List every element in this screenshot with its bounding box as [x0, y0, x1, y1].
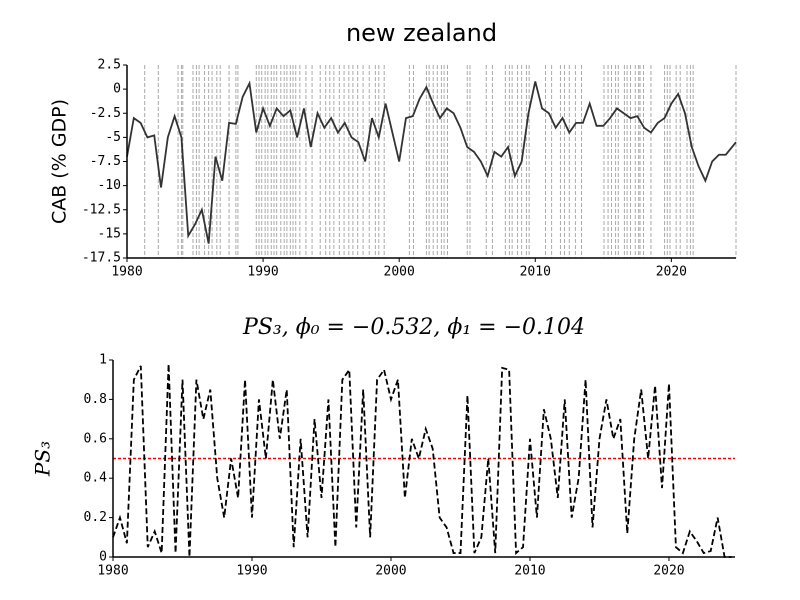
y-tick-label: -17.5 [82, 251, 121, 266]
x-tick-label: 1990 [236, 564, 267, 579]
y-tick-label: 1 [99, 353, 107, 368]
y-tick-label: 0.2 [84, 510, 107, 525]
y-tick-label: -7.5 [90, 154, 121, 169]
x-tick-label: 2020 [656, 265, 687, 280]
y-tick-label: -12.5 [82, 202, 121, 217]
y-tick-label: -15 [98, 226, 121, 241]
x-tick-label: 2010 [514, 564, 545, 579]
x-tick-label: 2000 [375, 564, 406, 579]
y-tick-label: 0 [99, 550, 107, 565]
y-axis-label: CAB (% GDP) [49, 99, 71, 224]
x-tick-label: 2000 [384, 265, 415, 280]
y-tick-label: -10 [98, 178, 121, 193]
chart-title: PS₃, ϕ₀ = −0.532, ϕ₁ = −0.104 [242, 315, 585, 340]
x-tick-label: 1980 [111, 265, 142, 280]
x-tick-label: 1990 [247, 265, 278, 280]
x-tick-label: 2010 [520, 265, 551, 280]
y-tick-label: 0.8 [84, 392, 107, 407]
data-line [126, 80, 737, 244]
y-tick-label: -2.5 [90, 106, 121, 121]
y-tick-label: 0.4 [84, 471, 108, 486]
y-axis-label: PS₃ [31, 441, 55, 477]
data-line [112, 363, 732, 558]
x-tick-label: 2020 [653, 564, 684, 579]
y-tick-label: 0 [113, 82, 121, 97]
chart-title: new zealand [346, 19, 497, 47]
y-tick-label: 2.5 [98, 58, 121, 73]
x-tick-label: 1980 [97, 564, 128, 579]
y-tick-label: -5 [105, 130, 121, 145]
y-tick-label: 0.6 [84, 431, 107, 446]
